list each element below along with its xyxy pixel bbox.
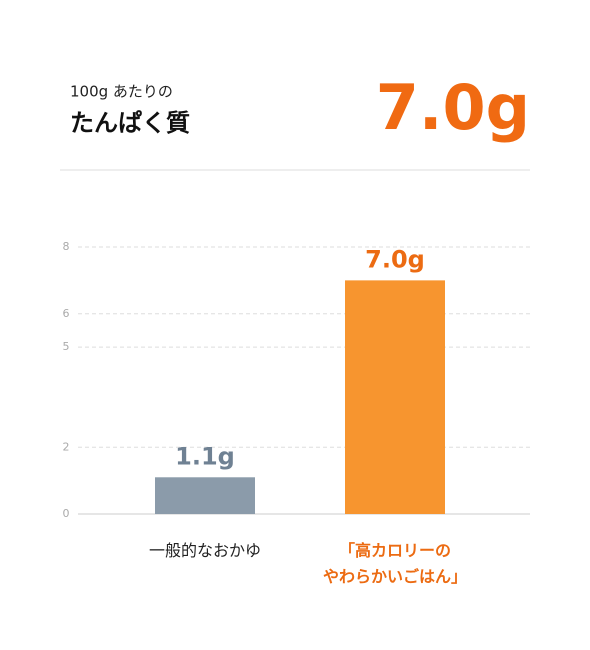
y-tick-label: 2 [63,440,70,453]
headline-value: 7.0g [376,71,530,144]
subtitle: 100g あたりの [70,83,173,101]
bar [345,280,445,514]
y-tick-label: 8 [63,240,70,253]
chart-title: たんぱく質 [70,109,190,137]
y-tick-label: 5 [63,340,70,353]
y-tick-label: 6 [63,307,70,320]
data-label: 1.1g [175,442,235,470]
bar [155,477,255,514]
data-label: 7.0g [365,245,425,273]
x-tick-label: 一般的なおかゆ [148,541,261,560]
y-tick-label: 0 [63,507,70,520]
x-tick-label: 「高カロリーの やわらかいごはん」 [322,541,467,586]
